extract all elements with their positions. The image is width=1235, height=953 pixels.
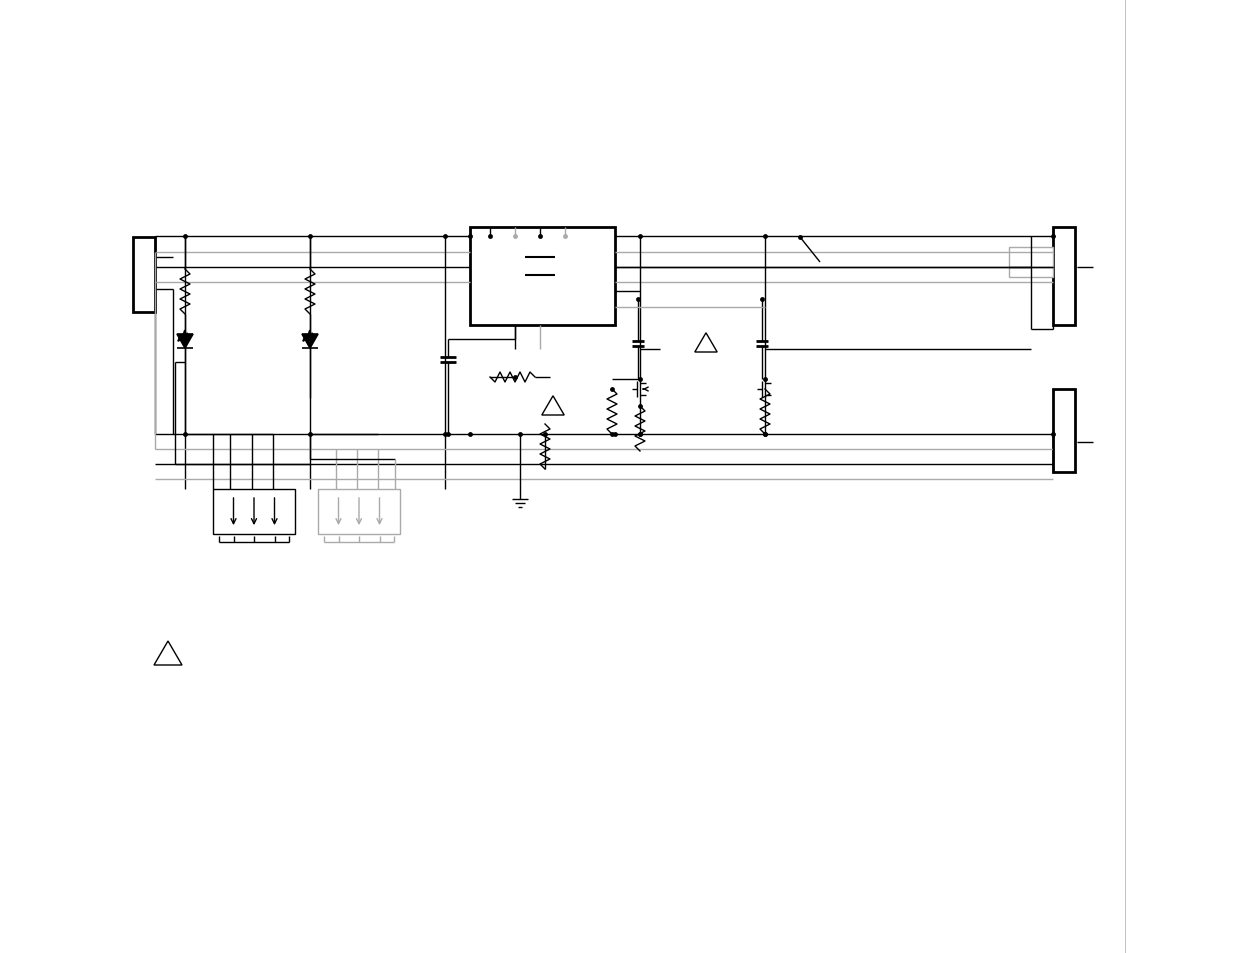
Polygon shape <box>303 335 317 349</box>
Bar <box>212 490 295 535</box>
Bar <box>1053 228 1074 326</box>
Polygon shape <box>177 335 193 349</box>
Bar <box>471 228 615 326</box>
Bar <box>1053 390 1074 473</box>
Bar <box>1009 248 1053 277</box>
Bar <box>133 237 156 313</box>
Bar <box>317 490 400 535</box>
